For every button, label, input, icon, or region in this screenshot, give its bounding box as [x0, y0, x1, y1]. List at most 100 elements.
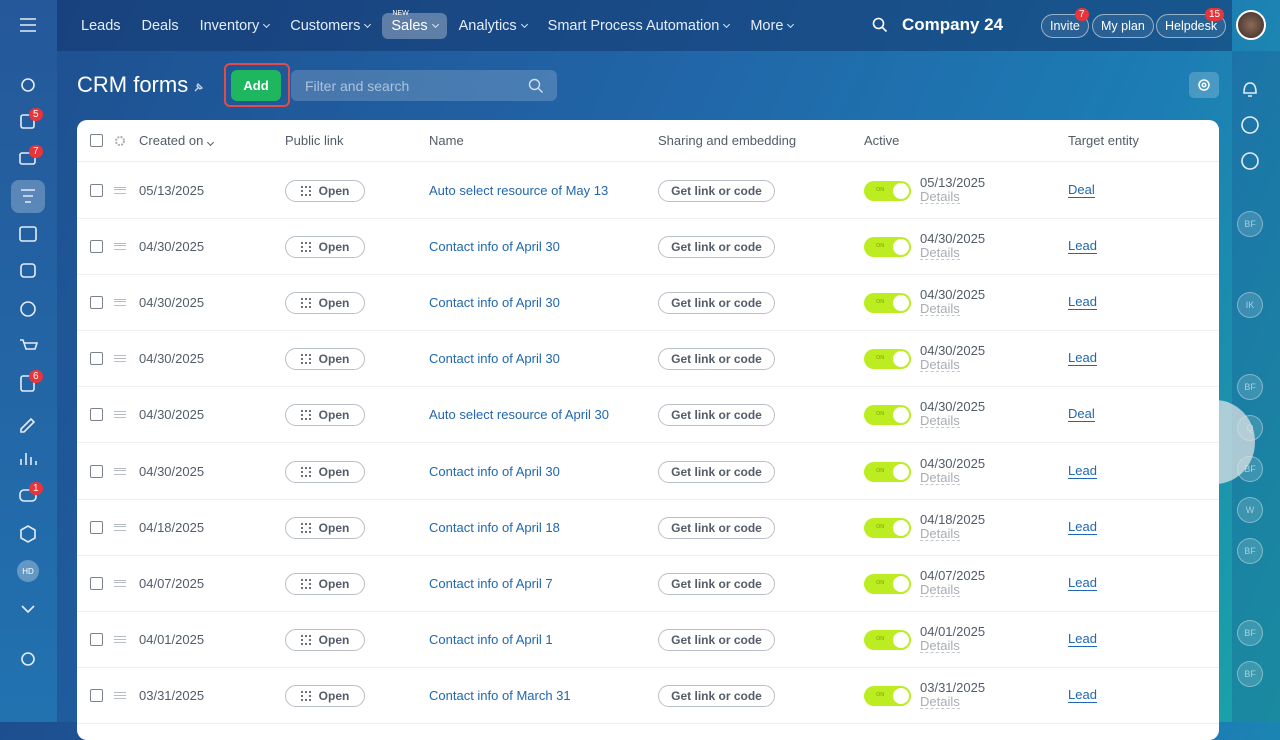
- my-plan-button[interactable]: My plan: [1092, 14, 1154, 38]
- nav-item[interactable]: More: [741, 13, 802, 39]
- form-name-link[interactable]: Contact info of April 30: [429, 238, 560, 254]
- add-button[interactable]: Add: [231, 70, 281, 101]
- share-button[interactable]: Get link or code: [658, 460, 775, 483]
- avatar[interactable]: BF: [1237, 661, 1263, 687]
- share-button[interactable]: Get link or code: [658, 572, 775, 595]
- active-toggle[interactable]: ON: [864, 405, 911, 426]
- column-header[interactable]: Active: [864, 133, 900, 148]
- share-button[interactable]: Get link or code: [658, 516, 775, 539]
- column-header[interactable]: Public link: [285, 133, 344, 148]
- row-checkbox[interactable]: [90, 689, 103, 703]
- search-input[interactable]: Filter and search: [291, 70, 557, 101]
- target-entity-link[interactable]: Lead: [1068, 462, 1097, 479]
- active-toggle[interactable]: ON: [864, 461, 911, 482]
- nav-item[interactable]: Inventory: [191, 13, 279, 39]
- form-name-link[interactable]: Contact info of April 18: [429, 519, 560, 535]
- target-entity-link[interactable]: Lead: [1068, 687, 1097, 704]
- details-link[interactable]: Details: [920, 413, 960, 429]
- user-avatar[interactable]: [1236, 10, 1266, 40]
- share-button[interactable]: Get link or code: [658, 404, 775, 427]
- drag-handle[interactable]: [114, 523, 126, 531]
- row-checkbox[interactable]: [90, 295, 103, 309]
- details-link[interactable]: Details: [920, 244, 960, 260]
- details-link[interactable]: Details: [920, 525, 960, 541]
- avatar[interactable]: IK: [1237, 292, 1263, 318]
- open-button[interactable]: Open: [285, 629, 365, 652]
- drag-handle[interactable]: [114, 186, 126, 194]
- details-link[interactable]: Details: [920, 357, 960, 373]
- avatar[interactable]: BF: [1237, 620, 1263, 646]
- drag-handle[interactable]: [114, 298, 126, 306]
- column-header[interactable]: Sharing and embedding: [658, 133, 797, 148]
- details-link[interactable]: Details: [920, 638, 960, 654]
- drag-handle[interactable]: [114, 411, 126, 419]
- target-entity-link[interactable]: Lead: [1068, 574, 1097, 591]
- target-entity-link[interactable]: Lead: [1068, 293, 1097, 310]
- open-button[interactable]: Open: [285, 291, 365, 314]
- form-name-link[interactable]: Contact info of April 30: [429, 294, 560, 310]
- drag-handle[interactable]: [114, 579, 126, 587]
- row-checkbox[interactable]: [90, 520, 103, 534]
- details-link[interactable]: Details: [920, 188, 960, 204]
- settings-button[interactable]: [1189, 72, 1219, 98]
- row-checkbox[interactable]: [90, 464, 103, 478]
- select-all-checkbox[interactable]: [90, 134, 103, 147]
- target-entity-link[interactable]: Lead: [1068, 631, 1097, 648]
- row-checkbox[interactable]: [90, 183, 103, 197]
- avatar[interactable]: BF: [1237, 538, 1263, 564]
- share-button[interactable]: Get link or code: [658, 629, 775, 652]
- active-toggle[interactable]: ON: [864, 686, 911, 707]
- column-settings[interactable]: [113, 134, 127, 148]
- open-button[interactable]: Open: [285, 348, 365, 371]
- nav-item[interactable]: Smart Process Automation: [539, 13, 739, 39]
- drag-handle[interactable]: [114, 242, 126, 250]
- nav-item[interactable]: Customers: [281, 13, 379, 39]
- active-toggle[interactable]: ON: [864, 292, 911, 313]
- active-toggle[interactable]: ON: [864, 236, 911, 257]
- share-button[interactable]: Get link or code: [658, 291, 775, 314]
- form-name-link[interactable]: Contact info of April 30: [429, 463, 560, 479]
- company-name[interactable]: Company 24: [902, 15, 1004, 34]
- open-button[interactable]: Open: [285, 460, 365, 483]
- pin-icon[interactable]: [193, 81, 205, 93]
- details-link[interactable]: Details: [920, 469, 960, 485]
- drag-handle[interactable]: [114, 355, 126, 363]
- form-name-link[interactable]: Auto select resource of April 30: [429, 407, 609, 423]
- open-button[interactable]: Open: [285, 179, 365, 202]
- active-toggle[interactable]: ON: [864, 517, 911, 538]
- target-entity-link[interactable]: Deal: [1068, 406, 1095, 423]
- target-entity-link[interactable]: Deal: [1068, 181, 1095, 198]
- details-link[interactable]: Details: [920, 300, 960, 316]
- row-checkbox[interactable]: [90, 352, 103, 366]
- avatar[interactable]: W: [1237, 497, 1263, 523]
- details-link[interactable]: Details: [920, 581, 960, 597]
- column-header[interactable]: Created on: [139, 133, 215, 148]
- open-button[interactable]: Open: [285, 516, 365, 539]
- nav-item[interactable]: Leads: [72, 13, 130, 39]
- form-name-link[interactable]: Contact info of April 1: [429, 632, 553, 648]
- active-toggle[interactable]: ON: [864, 573, 911, 594]
- share-button[interactable]: Get link or code: [658, 348, 775, 371]
- form-name-link[interactable]: Contact info of March 31: [429, 688, 571, 704]
- avatar[interactable]: BF: [1237, 211, 1263, 237]
- row-checkbox[interactable]: [90, 576, 103, 590]
- target-entity-link[interactable]: Lead: [1068, 237, 1097, 254]
- nav-item[interactable]: Analytics: [450, 13, 536, 39]
- open-button[interactable]: Open: [285, 685, 365, 708]
- form-name-link[interactable]: Contact info of April 30: [429, 351, 560, 367]
- hd-avatar[interactable]: HD: [17, 560, 39, 582]
- active-toggle[interactable]: ON: [864, 180, 911, 201]
- details-link[interactable]: Details: [920, 694, 960, 710]
- open-button[interactable]: Open: [285, 235, 365, 258]
- open-button[interactable]: Open: [285, 572, 365, 595]
- avatar[interactable]: BF: [1237, 374, 1263, 400]
- drag-handle[interactable]: [114, 467, 126, 475]
- share-button[interactable]: Get link or code: [658, 235, 775, 258]
- active-toggle[interactable]: ON: [864, 349, 911, 370]
- row-checkbox[interactable]: [90, 633, 103, 647]
- drag-handle[interactable]: [114, 636, 126, 644]
- nav-item[interactable]: Sales NEW: [382, 10, 447, 39]
- form-name-link[interactable]: Contact info of April 7: [429, 575, 553, 591]
- target-entity-link[interactable]: Lead: [1068, 518, 1097, 535]
- active-toggle[interactable]: ON: [864, 630, 911, 651]
